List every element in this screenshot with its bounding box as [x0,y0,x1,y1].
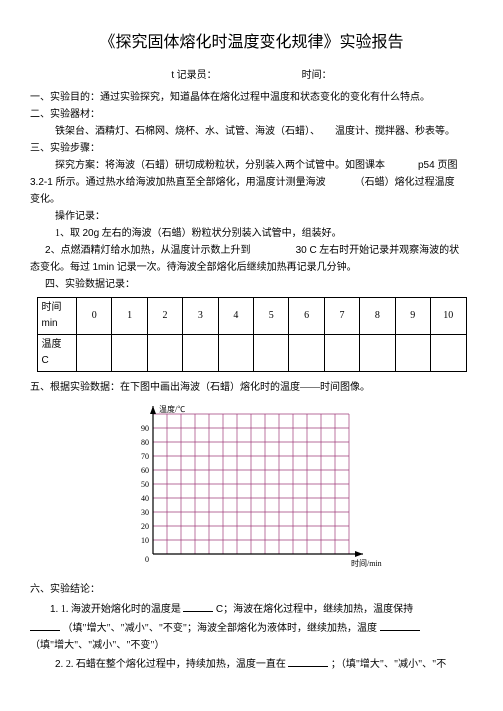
c2b: ；（填"增大"、"减小"、"不 [331,659,446,670]
table-cell: 4 [218,297,253,334]
blank-field[interactable] [183,600,213,612]
row1-label-a: 时间 [42,302,62,313]
c2a: 2. 石蜡在整个熔化过程中，持续加热，温度一直在 [66,659,286,670]
recorder-label: 记录员： [177,70,217,81]
row1-label: 时间 min [37,297,77,334]
conclusion-1-line3: （填"增大"、"减小"、"不变"） [30,638,473,654]
step2-temp: 30 C [296,245,317,256]
step2-interval: 1min [93,262,115,273]
section-1: 一、实验目的：通过实验探究，知道晶体在熔化过程中温度和状态变化的变化有什么特点。 [30,90,473,106]
svg-text:70: 70 [141,452,149,461]
step-2-line1: 2、点燃酒精灯给水加热，从温度计示数上升到 30 C 左右时开始记录并观察海波的… [30,243,473,259]
svg-text:60: 60 [141,466,149,475]
operation-label: 操作记录： [30,209,473,225]
section-3-heading: 三、实验步骤： [30,141,473,157]
conclusion-2: 2. 2. 石蜡在整个熔化过程中，持续加热，温度一直在 ；（填"增大"、"减小"… [30,655,473,673]
c1c: （填"增大"、"减小"、"不变"；海波全部熔化为液体时，继续加热，温度 [63,623,378,634]
plan-line-1: 探究方案：将海波（石蜡）研切成粉粒状，分别装入两个试管中。如图课本 p54 页图 [30,158,473,174]
table-cell: 1 [112,297,147,334]
recorder-line: t 记录员： 时间： [30,68,473,84]
table-cell [77,334,112,371]
step-2-line2: 态变化。每过 1min 记录一次。待海波全部熔化后继续加热再记录几分钟。 [30,260,473,276]
section-2-heading: 二、实验器材： [30,107,473,123]
step2d: 记录一次。待海波全部熔化后继续加热再记录几分钟。 [114,262,357,273]
table-cell [430,334,466,371]
section-4-heading: 四、实验数据记录： [30,277,473,293]
c2-num: 2. [55,659,63,670]
table-cell: 7 [324,297,359,334]
blank-field[interactable] [288,655,328,667]
svg-text:0: 0 [145,555,149,564]
data-table: 时间 min 0 1 2 3 4 5 6 7 8 9 10 温度 C [37,297,467,372]
step2a: 、点燃酒精灯给水加热，从温度计示数上升到 [51,245,251,256]
c1b: ；海波在熔化过程中，继续加热，温度保持 [223,604,413,615]
table-cell [360,334,395,371]
table-cell: 10 [430,297,466,334]
table-cell [395,334,430,371]
table-cell [218,334,253,371]
plan2b: （石蜡）熔化过程温度 [355,177,455,188]
step1a: 1、取 [55,228,83,239]
svg-text:20: 20 [141,522,149,531]
step2b: 左右时开始记录并观察海波的状 [319,245,459,256]
table-cell [254,334,289,371]
step1b: 左右的海波（石蜡）粉粒状分别装入试管中，组装好。 [99,228,342,239]
svg-text:90: 90 [141,424,149,433]
svg-text:40: 40 [141,494,149,503]
page-ref: p54 页图 [418,160,457,171]
table-cell [147,334,182,371]
svg-text:10: 10 [141,536,149,545]
table-cell: 5 [254,297,289,334]
svg-text:时间/min: 时间/min [351,558,382,568]
temperature-time-chart: 10 20 30 40 50 60 70 80 90 温度/℃ 时间/min 0 [115,400,389,570]
step1-mass: 20g [83,228,100,239]
svg-text:30: 30 [141,508,149,517]
table-cell: 6 [289,297,324,334]
row2-label-b: C [42,355,49,366]
t-char: t [171,70,174,81]
table-cell [112,334,147,371]
table-row: 时间 min 0 1 2 3 4 5 6 7 8 9 10 [37,297,466,334]
section-5-heading: 五、根据实验数据：在下图中画出海波（石蜡）熔化时的温度——时间图像。 [30,380,473,396]
row2-label: 温度 C [37,334,77,371]
svg-text:80: 80 [141,438,149,447]
row2-label-a: 温度 [42,339,62,350]
plan2c: 变化。 [30,192,473,208]
table-cell [289,334,324,371]
row1-label-b: min [42,318,58,329]
section-2-items: 铁架台、酒精灯、石棉网、烧杯、水、试管、海波（石蜡）、 温度计、搅拌器、秒表等。 [30,124,473,140]
plan1-text: 探究方案：将海波（石蜡）研切成粉粒状，分别装入两个试管中。如图课本 [55,160,385,171]
svg-text:温度/℃: 温度/℃ [159,404,185,414]
plan-line-2: 3.2-1 所示。通过热水给海波加热直至全部熔化，用温度计测量海波 （石蜡）熔化… [30,175,473,191]
step2c: 态变化。每过 [30,262,93,273]
svg-text:50: 50 [141,480,149,489]
table-cell: 0 [77,297,112,334]
blank-field[interactable] [30,619,60,631]
blank-field[interactable] [380,619,420,631]
conclusion-1-line2: （填"增大"、"减小"、"不变"；海波全部熔化为液体时，继续加热，温度 [30,619,473,637]
c1-unit: C [216,604,223,615]
section-6-heading: 六、实验结论： [30,582,473,598]
chart-container: 10 20 30 40 50 60 70 80 90 温度/℃ 时间/min 0 [30,400,473,576]
table-cell [324,334,359,371]
conclusion-1-line1: 1. 1. 海波开始熔化时的温度是 C；海波在熔化过程中，继续加热，温度保持 [30,600,473,618]
table-row: 温度 C [37,334,466,371]
step-1: 1、取 20g 左右的海波（石蜡）粉粒状分别装入试管中，组装好。 [30,226,473,242]
page-title: 《探究固体熔化时温度变化规律》实验报告 [30,30,473,56]
table-cell: 9 [395,297,430,334]
time-label: 时间： [302,70,332,81]
table-cell: 2 [147,297,182,334]
table-cell: 8 [360,297,395,334]
plan2a: 3.2-1 所示。通过热水给海波加热直至全部熔化，用温度计测量海波 [30,177,326,188]
table-cell: 3 [183,297,218,334]
c1-num: 1. [50,604,58,615]
c1a: 1. 海波开始熔化时的温度是 [61,604,184,615]
table-cell [183,334,218,371]
